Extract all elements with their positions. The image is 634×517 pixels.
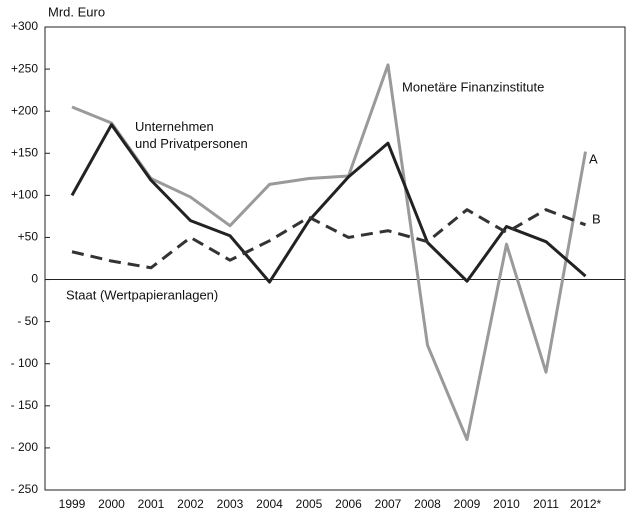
y-tick-label: +200 <box>11 103 38 117</box>
y-tick-label: +300 <box>11 19 38 33</box>
unit-label: Mrd. Euro <box>48 4 105 19</box>
x-tick-label: 2010 <box>493 497 520 511</box>
y-tick-label: +100 <box>11 188 38 202</box>
x-tick-label: 2007 <box>375 497 402 511</box>
series-line <box>71 63 587 441</box>
y-tick-label: - 250 <box>11 482 39 496</box>
x-tick-label: 2009 <box>454 497 481 511</box>
y-tick-label: - 150 <box>11 398 39 412</box>
y-tick-label: 0 <box>31 272 38 286</box>
plot-frame <box>44 26 626 491</box>
x-tick-label: 1999 <box>59 497 86 511</box>
x-tick-label: 2012* <box>570 497 602 511</box>
series-label: Unternehmen und Privatpersonen <box>135 119 248 151</box>
series-label: Staat (Wertpapieranlagen) <box>66 287 218 302</box>
series-line <box>70 123 587 284</box>
x-tick-label: 2005 <box>296 497 323 511</box>
x-tick-label: 2008 <box>414 497 441 511</box>
x-tick-label: 2011 <box>533 497 559 511</box>
x-tick-label: 2002 <box>177 497 204 511</box>
x-tick-label: 2004 <box>256 497 283 511</box>
x-tick-label: 2001 <box>138 497 165 511</box>
y-tick-label: +150 <box>11 145 38 159</box>
x-tick-label: 2003 <box>217 497 244 511</box>
series-label: Monetäre Finanzinstitute <box>402 79 544 94</box>
x-tick-label: 2000 <box>98 497 125 511</box>
y-tick-label: +50 <box>18 230 39 244</box>
annotation: B <box>592 211 601 226</box>
annotation: A <box>589 151 598 166</box>
x-tick-label: 2006 <box>335 497 362 511</box>
series-line <box>71 208 587 270</box>
y-tick-label: - 100 <box>11 356 39 370</box>
y-tick-label: +250 <box>11 61 38 75</box>
y-tick-label: - 200 <box>11 440 39 454</box>
y-tick-label: - 50 <box>17 314 38 328</box>
